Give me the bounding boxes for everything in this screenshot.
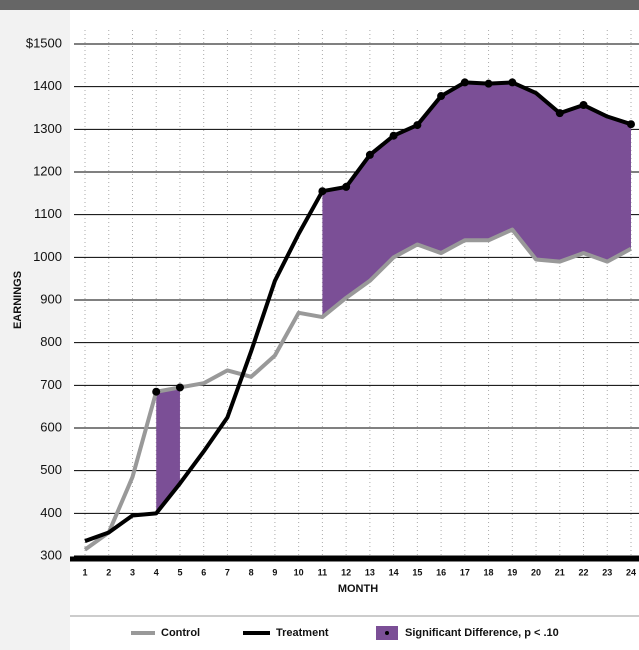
- significance-dot: [460, 78, 469, 87]
- legend-label: Control: [161, 627, 200, 639]
- significance-dot: [484, 79, 493, 88]
- significance-dot: [389, 131, 398, 140]
- x-tick-label: 10: [294, 567, 304, 577]
- significance-dot: [437, 92, 446, 101]
- series-line: [84, 80, 632, 543]
- significance-dot: [579, 101, 588, 110]
- y-tick-label: 1200: [33, 163, 62, 178]
- significance-dot: [555, 109, 564, 118]
- x-tick-label: 15: [412, 567, 422, 577]
- x-tick-label: 5: [177, 567, 182, 577]
- x-axis-label: MONTH: [338, 583, 378, 595]
- x-tick-label: 1: [82, 567, 87, 577]
- significance-dot: [342, 182, 351, 191]
- series-line: [83, 227, 632, 552]
- x-tick-label: 3: [130, 567, 135, 577]
- y-tick-label: 1000: [33, 249, 62, 264]
- x-tick-label: 2: [106, 567, 111, 577]
- significance-dot: [318, 187, 327, 196]
- significance-dot: [627, 120, 635, 129]
- x-tick-label: 24: [626, 567, 636, 577]
- significance-dot: [413, 121, 422, 130]
- significance-dot: [152, 387, 161, 396]
- legend-dot: [385, 631, 389, 635]
- legend-label: Significant Difference, p < .10: [405, 627, 559, 639]
- x-tick-label: 7: [225, 567, 230, 577]
- y-tick-label: $1500: [26, 35, 62, 50]
- x-tick-label: 12: [341, 567, 351, 577]
- x-tick-label: 21: [555, 567, 565, 577]
- y-tick-label: 1100: [34, 206, 62, 221]
- y-tick-label: 600: [40, 419, 62, 434]
- x-tick-label: 22: [579, 567, 589, 577]
- y-tick-label: 1400: [33, 78, 62, 93]
- significance-area: [322, 82, 631, 318]
- x-tick-label: 6: [201, 567, 206, 577]
- x-tick-label: 13: [365, 567, 375, 577]
- significance-dot: [175, 383, 184, 392]
- x-tick-label: 4: [154, 567, 159, 577]
- significance-dot: [508, 78, 517, 87]
- top-bar: [0, 0, 639, 10]
- x-tick-label: 11: [318, 567, 328, 577]
- significance-area: [156, 387, 180, 514]
- y-tick-label: 1300: [33, 121, 62, 136]
- x-tick-label: 20: [531, 567, 541, 577]
- x-tick-label: 16: [436, 567, 446, 577]
- y-tick-label: 400: [40, 505, 62, 520]
- x-tick-label: 18: [484, 567, 494, 577]
- x-tick-label: 14: [389, 567, 399, 577]
- y-tick-label: 900: [40, 291, 62, 306]
- significance-dot: [365, 150, 374, 159]
- x-tick-label: 8: [249, 567, 254, 577]
- y-tick-label: 800: [40, 334, 62, 349]
- y-tick-label: 500: [40, 462, 62, 477]
- x-tick-label: 19: [507, 567, 517, 577]
- y-tick-label: 300: [40, 547, 62, 562]
- x-tick-label: 23: [602, 567, 612, 577]
- legend-label: Treatment: [276, 627, 329, 639]
- x-tick-label: 9: [272, 567, 277, 577]
- y-tick-label: 700: [40, 377, 62, 392]
- x-tick-label: 17: [460, 567, 470, 577]
- y-axis-label: EARNINGS: [12, 271, 24, 329]
